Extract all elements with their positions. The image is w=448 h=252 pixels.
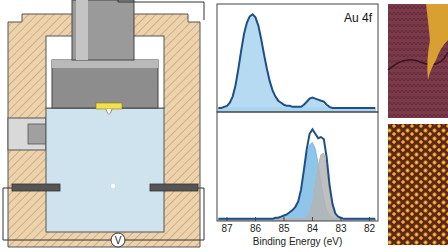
x-tick-label: 84 xyxy=(307,223,319,234)
x-tick xyxy=(283,217,284,221)
wire-top xyxy=(118,0,204,20)
voltmeter xyxy=(111,233,125,247)
x-tick-label: 82 xyxy=(364,223,376,234)
plot-area xyxy=(218,129,375,221)
envelope-line xyxy=(218,129,375,218)
x-tick-label: 85 xyxy=(278,223,290,234)
electrode-left xyxy=(12,184,60,191)
side-port xyxy=(8,118,46,150)
step-edge xyxy=(388,52,448,70)
x-tick xyxy=(312,217,313,221)
x-tick-label: 86 xyxy=(250,223,262,234)
stm2-bg xyxy=(388,124,448,245)
bubble xyxy=(111,184,115,188)
component-area xyxy=(218,98,375,112)
panel-frame xyxy=(217,4,378,112)
x-tick xyxy=(369,217,370,221)
holder-shade xyxy=(52,60,158,68)
electrolyte xyxy=(46,108,164,232)
x-axis-label: Binding Energy (eV) xyxy=(253,236,343,247)
plot-area xyxy=(218,14,375,112)
panel-frame xyxy=(217,112,378,221)
annotation: Au 4f xyxy=(344,11,373,25)
stm-herringbone xyxy=(388,4,448,118)
cell-schematic: V xyxy=(3,0,204,247)
envelope-line xyxy=(218,14,375,108)
x-tick xyxy=(226,217,227,221)
sample xyxy=(96,103,122,109)
stm-bg xyxy=(388,4,448,118)
holder xyxy=(52,60,158,108)
electrode-right xyxy=(150,184,198,191)
x-tick xyxy=(255,217,256,221)
piston xyxy=(72,0,134,60)
wire-left xyxy=(3,188,111,240)
wire-right xyxy=(125,188,204,240)
component-area xyxy=(218,143,375,221)
upper-terrace xyxy=(426,4,448,80)
x-tick-label: 83 xyxy=(335,223,347,234)
side-port-inner xyxy=(28,124,46,144)
droplet xyxy=(106,109,112,115)
x-tick-label: 87 xyxy=(221,223,233,234)
piston-highlight xyxy=(76,0,88,60)
figure: V Au 4f 87 86 85 84 83 82 Binding Energy (eV) xyxy=(0,0,448,252)
stm-image-islands xyxy=(388,124,448,245)
voltmeter-label: V xyxy=(115,235,122,246)
component-area xyxy=(218,14,375,112)
stm-image-terraces xyxy=(388,4,448,118)
stm2-islands xyxy=(388,124,448,245)
x-tick xyxy=(340,217,341,221)
component-area xyxy=(218,153,375,221)
